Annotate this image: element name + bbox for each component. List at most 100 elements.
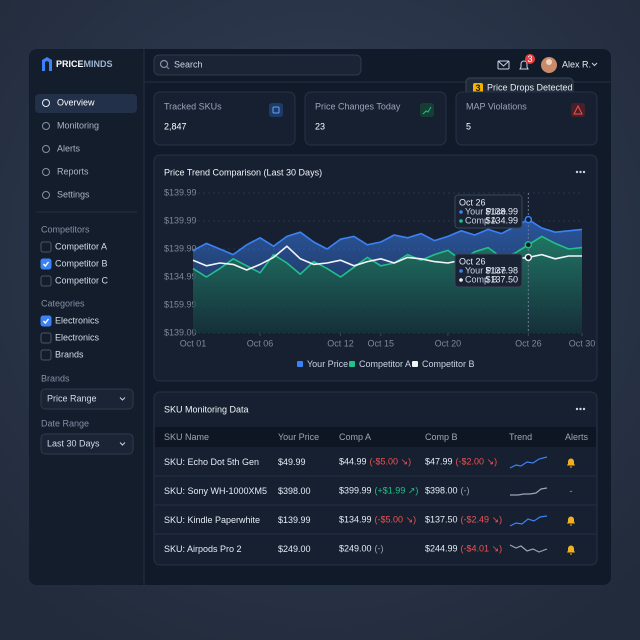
tooltip: [454, 194, 523, 229]
nav-item[interactable]: Alerts: [57, 143, 81, 153]
mail-icon: [497, 60, 510, 67]
toast-count: 3: [475, 83, 480, 93]
table-title: SKU Monitoring Data: [164, 404, 249, 414]
kpi-icon: [422, 106, 432, 115]
nav-item[interactable]: Monitoring: [57, 120, 99, 130]
sku-name: SKU: Sony WH-1000XM5: [164, 486, 267, 496]
kpi-value: 5: [466, 121, 471, 131]
legend-swatch: [349, 361, 355, 367]
price-change: (+$1.99 ↗): [375, 486, 419, 496]
checkbox[interactable]: [40, 332, 52, 344]
sku-name: SKU: Airpods Pro 2: [164, 544, 242, 554]
nav-icon: [42, 191, 50, 199]
nav-item[interactable]: Overview: [57, 97, 95, 107]
x-tick-label: Oct 20: [435, 338, 462, 348]
price: $134.99: [339, 515, 372, 525]
tooltip-value: $137.98: [485, 265, 518, 275]
filter-title: Brands: [41, 373, 70, 383]
price: $137.50: [425, 515, 458, 525]
y-tick-label: $139.00: [164, 327, 197, 337]
select[interactable]: [40, 433, 134, 455]
column-header: SKU Name: [164, 432, 209, 442]
logo-icon: [42, 57, 52, 71]
notification-badge: [525, 54, 535, 64]
price-change: (-$2.49 ↘): [461, 515, 503, 525]
select-value: Price Range: [47, 393, 97, 403]
price-change: (-$2.00 ↘): [456, 457, 498, 467]
price: $244.99: [425, 544, 458, 554]
y-tick-label: $139.99: [164, 187, 197, 197]
checkbox-label: Competitor A: [55, 241, 107, 251]
checkbox[interactable]: [40, 258, 52, 270]
hover-point: [524, 215, 533, 224]
trend-sparkline: [509, 544, 548, 553]
tooltip-title: Oct 26: [459, 197, 486, 207]
nav-item[interactable]: Reports: [57, 166, 89, 176]
your-price: $139.99: [278, 515, 311, 525]
search-icon: [159, 59, 169, 69]
kpi-label: Tracked SKUs: [164, 101, 222, 111]
y-tick-label: $159.99: [164, 299, 197, 309]
price-change: (-$5.00 ↘): [370, 457, 412, 467]
trend-sparkline: [509, 515, 548, 527]
kpi-icon: [420, 103, 434, 117]
nav-icon: [42, 145, 50, 153]
user-chevron[interactable]: [591, 62, 598, 67]
competitor-price: $249.00 (-): [339, 544, 384, 554]
hover-point: [524, 241, 533, 249]
table-card: [153, 391, 598, 566]
checkbox[interactable]: [40, 275, 52, 287]
checkbox-label: Competitor B: [55, 258, 108, 268]
nav-icon: [42, 122, 50, 130]
hover-point: [524, 253, 533, 262]
checkbox[interactable]: [40, 241, 52, 253]
price-change: (-$5.00 ↘): [375, 515, 417, 525]
brand: PRICEMINDS: [56, 59, 113, 69]
search-box[interactable]: [153, 54, 362, 76]
competitor-price: $398.00 (-): [425, 486, 470, 496]
checkbox[interactable]: [40, 315, 52, 327]
notification-count: 3: [527, 54, 532, 64]
filter-title: Categories: [41, 298, 85, 308]
kpi-label: Price Changes Today: [315, 101, 401, 111]
price: $44.99: [339, 457, 367, 467]
checkbox[interactable]: [40, 349, 52, 361]
tooltip-dot: [459, 278, 463, 282]
kpi-card: [153, 91, 296, 146]
kpi-icon: [272, 106, 280, 114]
table-menu[interactable]: [575, 407, 586, 411]
tooltip-label: Your Price: [465, 206, 506, 216]
alert-text: -: [570, 486, 573, 496]
trend-sparkline: [509, 456, 548, 469]
select[interactable]: [40, 388, 134, 410]
column-header: Comp A: [339, 432, 371, 442]
filter-title: Date Range: [41, 418, 89, 428]
search-placeholder: Search: [174, 59, 203, 69]
search-icon: [166, 66, 170, 70]
price-change: (-): [375, 544, 384, 554]
nav-active-bg: [35, 94, 137, 113]
chart-menu[interactable]: [575, 170, 586, 174]
y-tick-label: $139.99: [164, 215, 197, 225]
kpi-icon: [573, 104, 583, 115]
price: $47.99: [425, 457, 453, 467]
competitor-price: $44.99 (-$5.00 ↘): [339, 457, 411, 467]
brand-part: PRICE: [56, 59, 84, 69]
price-change: (-): [461, 486, 470, 496]
price-change: (-$4.01 ↘): [461, 544, 503, 554]
toast-badge: [473, 83, 483, 93]
tooltip-label: Your Price: [465, 265, 506, 275]
your-price: $398.00: [278, 486, 311, 496]
tooltip-value: $134.99: [485, 215, 518, 225]
tooltip-dot: [459, 210, 463, 214]
mail-icon[interactable]: [497, 60, 510, 70]
toast-text: Price Drops Detected: [487, 82, 573, 92]
nav-item[interactable]: Settings: [57, 189, 90, 199]
chart-title: Price Trend Comparison (Last 30 Days): [164, 167, 322, 177]
alert-bell: [567, 516, 575, 526]
bell-icon[interactable]: [519, 60, 529, 70]
kpi-value: 2,847: [164, 121, 187, 131]
tooltip-value: $138.99: [485, 206, 518, 216]
y-tick-label: $134.99: [164, 271, 197, 281]
